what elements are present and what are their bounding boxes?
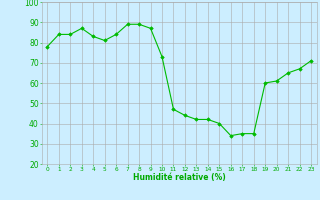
X-axis label: Humidité relative (%): Humidité relative (%) (133, 173, 226, 182)
